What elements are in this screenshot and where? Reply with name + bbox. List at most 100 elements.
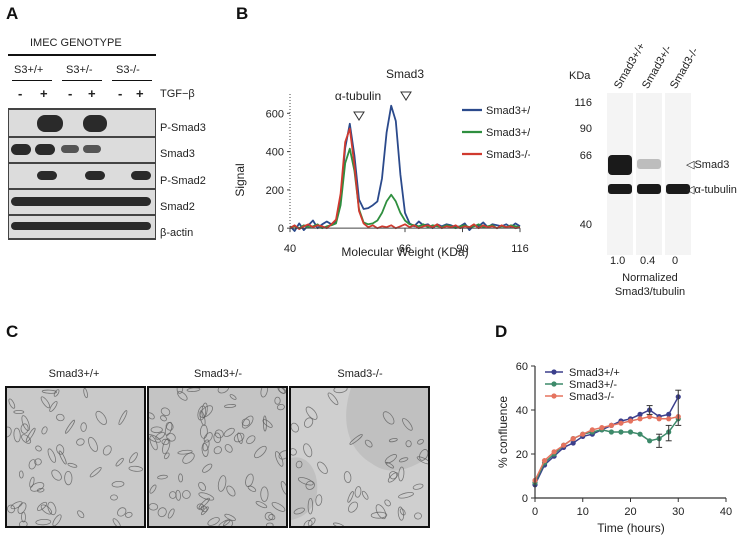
cell-outline (182, 452, 195, 464)
micrograph-het (147, 386, 288, 528)
legend-label-2: Smad3-/- (486, 149, 530, 161)
cell-outline (260, 388, 268, 398)
cell-outline (414, 512, 422, 520)
cell-outline (223, 427, 235, 437)
cell-outline (157, 474, 168, 480)
data-point (627, 429, 634, 435)
x-tick-label: 40 (284, 243, 296, 255)
x-tick-label: 90 (456, 243, 468, 255)
data-point (608, 422, 614, 428)
data-point (561, 442, 567, 448)
cell-outline (305, 406, 318, 420)
cell-outline (202, 439, 210, 452)
gel-band (608, 184, 632, 194)
x-tick-label: 10 (577, 506, 589, 518)
y-tick-label: 60 (516, 361, 528, 373)
cell-outline (36, 487, 45, 493)
blot-frame (8, 108, 156, 240)
cell-outline (25, 427, 36, 443)
cell-outline (307, 517, 316, 526)
micrograph-wt (5, 386, 146, 528)
data-point (541, 458, 548, 464)
data-point (608, 429, 614, 435)
kda-label: KDa (569, 70, 591, 82)
cell-outline (280, 481, 286, 495)
cell-outline (419, 449, 428, 461)
cell-outline (218, 519, 231, 526)
cell-outline (40, 396, 51, 409)
cell-outline (76, 438, 85, 446)
cell-outline (274, 451, 284, 467)
cell-outline (197, 405, 207, 421)
gel-lane (665, 93, 691, 255)
cell-outline (327, 392, 339, 406)
cell-outline (198, 497, 210, 510)
marker-label: 116 (574, 97, 592, 109)
micrograph-background (7, 388, 144, 526)
cell-outline (198, 481, 207, 492)
cell-outline (201, 443, 209, 457)
cell-outline (397, 506, 405, 521)
x-tick-label: 66 (399, 243, 411, 255)
legend-marker-1 (551, 381, 557, 387)
cell-outline (417, 438, 424, 445)
y-axis-title: Signal (233, 163, 247, 196)
cell-outline (347, 491, 354, 503)
cell-outline (17, 502, 27, 514)
cell-outline (398, 457, 409, 463)
ratio-value: 0 (672, 255, 679, 267)
genotype-rule (112, 80, 152, 81)
treatment-sign: - (68, 86, 73, 101)
cell-outline (271, 501, 286, 512)
cell-outline (128, 465, 144, 472)
gel-band (666, 184, 690, 194)
treatment-sign: + (40, 86, 48, 101)
data-point (647, 414, 653, 420)
cell-outline (293, 507, 305, 515)
x-tick-label: 30 (672, 506, 684, 518)
band-label-smad3: ◁Smad3 (686, 159, 730, 171)
cell-outline (207, 517, 220, 526)
genotype-label-wt: S3+/+ (14, 64, 44, 76)
cell-outline (224, 513, 236, 522)
series-line-2 (289, 127, 521, 231)
legend-label-0: Smad3+/+ (569, 367, 620, 379)
cell-outline (7, 426, 12, 438)
blot-band (83, 115, 107, 132)
cell-outline (349, 434, 363, 445)
cell-outline (35, 445, 42, 452)
cell-outline (56, 413, 65, 422)
row-label-p-smad3: P-Smad3 (160, 122, 206, 134)
cell-outline (199, 410, 206, 426)
data-point (551, 449, 557, 455)
cell-outline (278, 450, 286, 460)
blot-row-beta-actin (9, 216, 155, 238)
blot-row-smad3 (9, 138, 155, 162)
cell-outline (125, 511, 133, 518)
cell-outline (388, 471, 398, 480)
cell-outline (41, 389, 57, 394)
cell-outline (112, 518, 121, 526)
data-point (666, 416, 672, 422)
cell-outline (303, 519, 313, 526)
data-point (666, 411, 672, 417)
cell-outline (416, 456, 428, 465)
lane-label: Smad3-/- (668, 45, 702, 91)
cell-outline (10, 501, 23, 510)
cell-outline (399, 508, 406, 516)
cell-outline (223, 519, 233, 526)
cell-outline (198, 492, 215, 501)
peak-marker-smad3 (400, 91, 412, 101)
cell-outline (149, 435, 158, 451)
cell-outline (202, 463, 213, 473)
capillary-gel-panel: KDa 116 90 66 40 Smad3+/+ Smad3+/- Smad3… (560, 20, 750, 305)
cell-outline (166, 432, 176, 442)
cell-outline (388, 438, 398, 443)
data-point (637, 431, 643, 437)
header-rule (8, 54, 156, 56)
cell-outline (34, 458, 42, 466)
cell-outline (162, 438, 171, 455)
panel-letter-b: B (236, 4, 249, 23)
legend-label-2: Smad3-/- (569, 391, 615, 403)
treatment-sign: - (118, 86, 123, 101)
